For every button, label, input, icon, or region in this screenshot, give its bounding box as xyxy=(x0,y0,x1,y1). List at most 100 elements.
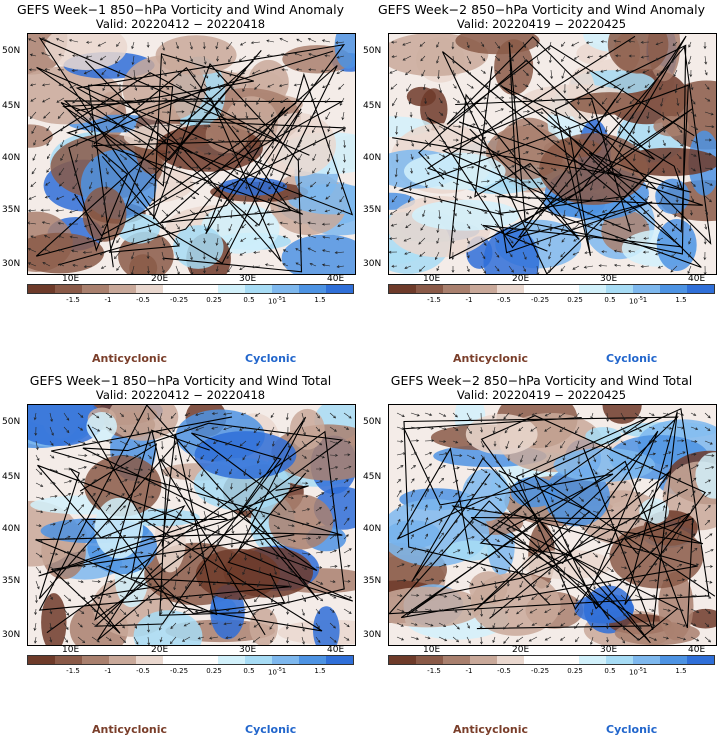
wind-arrow xyxy=(175,166,183,169)
colorbar-tick-label: 0.25 xyxy=(206,667,222,675)
wind-arrow xyxy=(241,223,247,229)
wind-arrow xyxy=(494,69,501,74)
wind-arrow xyxy=(550,167,557,171)
wind-arrow xyxy=(592,153,596,164)
colorbar-swatch xyxy=(325,656,353,664)
wind-arrow xyxy=(329,492,335,498)
wind-arrow xyxy=(183,622,191,627)
wind-arrow xyxy=(203,510,208,521)
wind-arrow xyxy=(195,426,205,431)
colorbar-swatch xyxy=(632,656,660,664)
wind-arrow xyxy=(452,412,458,418)
wind-arrow xyxy=(466,237,470,245)
wind-arrow xyxy=(231,510,235,521)
wind-arrow xyxy=(627,83,636,89)
wind-arrow xyxy=(550,181,557,187)
wind-arrow xyxy=(544,440,552,448)
cyclonic-label: Cyclonic xyxy=(245,352,297,365)
wind-arrow xyxy=(479,622,483,630)
wind-arrow xyxy=(592,552,598,558)
wind-arrow xyxy=(607,495,616,499)
cyclonic-label: Cyclonic xyxy=(606,723,658,736)
wind-arrow xyxy=(175,496,181,502)
wind-arrow xyxy=(452,97,461,103)
wind-arrow xyxy=(223,594,233,599)
wind-arrow xyxy=(410,519,414,526)
wind-arrow xyxy=(532,580,538,588)
colorbar-swatch xyxy=(659,656,687,664)
wind-arrow xyxy=(133,83,138,91)
wind-arrow xyxy=(549,552,553,561)
wind-arrow xyxy=(312,153,317,162)
wind-arrow xyxy=(480,265,487,274)
wind-arrow xyxy=(561,69,566,79)
latitude-label: 35N xyxy=(363,576,382,586)
wind-arrow xyxy=(690,533,696,540)
latitude-label: 35N xyxy=(2,205,21,215)
wind-arrow xyxy=(676,181,680,188)
wind-arrow xyxy=(268,249,275,253)
wind-arrow xyxy=(632,153,636,162)
wind-arrow xyxy=(662,563,669,568)
wind-arrow xyxy=(644,83,650,88)
wind-arrow xyxy=(212,440,219,444)
wind-arrow xyxy=(646,111,650,120)
wind-arrow xyxy=(49,468,59,473)
colorbar-swatch xyxy=(190,285,218,293)
wind-arrow xyxy=(410,465,416,470)
wind-arrow xyxy=(91,548,101,554)
wind-arrow xyxy=(161,468,168,477)
wind-arrow xyxy=(250,41,261,45)
wind-arrow xyxy=(422,209,426,218)
wind-arrow xyxy=(536,69,540,76)
wind-arrow xyxy=(396,608,405,613)
wind-arrow xyxy=(578,153,584,163)
wind-arrow xyxy=(55,209,65,213)
colorbar-swatch xyxy=(578,656,606,664)
wind-arrow xyxy=(133,153,142,157)
wind-arrow xyxy=(410,478,415,484)
wind-arrow xyxy=(189,69,196,78)
wind-arrow xyxy=(253,250,261,254)
wind-arrow xyxy=(336,265,345,269)
wind-arrow xyxy=(104,181,108,190)
wind-arrow xyxy=(575,594,580,602)
wind-arrow xyxy=(645,195,650,201)
wind-arrow xyxy=(133,566,143,570)
colorbar-swatch xyxy=(443,656,471,664)
wind-arrow xyxy=(536,538,541,549)
wind-arrow xyxy=(436,41,440,48)
wind-arrow xyxy=(536,482,540,491)
wind-arrow xyxy=(550,195,555,203)
wind-arrow xyxy=(410,125,414,133)
wind-arrow xyxy=(309,195,317,200)
wind-arrow xyxy=(690,195,695,203)
wind-arrow xyxy=(35,496,45,500)
wind-arrow xyxy=(189,265,194,274)
wind-arrow xyxy=(34,608,38,616)
wind-arrow xyxy=(74,111,79,118)
wind-arrow xyxy=(648,478,654,484)
wind-arrow xyxy=(494,538,500,542)
wind-arrow xyxy=(229,468,233,475)
wind-arrow xyxy=(503,412,510,420)
wind-arrow xyxy=(592,538,601,544)
wind-arrow xyxy=(578,566,582,574)
wind-arrow xyxy=(251,265,261,269)
wind-arrow xyxy=(279,221,289,225)
wind-arrow xyxy=(46,139,51,147)
wind-arrow xyxy=(313,139,317,147)
wind-arrow xyxy=(105,636,112,642)
wind-arrow xyxy=(522,165,531,169)
wind-arrow xyxy=(561,237,566,243)
coastline xyxy=(50,534,295,634)
wind-arrow xyxy=(662,125,666,133)
wind-arrow xyxy=(252,636,261,643)
wind-arrow xyxy=(272,454,276,461)
wind-arrow xyxy=(564,195,568,205)
wind-arrow xyxy=(170,622,177,630)
wind-arrow xyxy=(175,237,180,247)
wind-arrow xyxy=(241,580,247,586)
wind-arrow xyxy=(403,237,412,242)
wind-arrow xyxy=(420,55,426,62)
